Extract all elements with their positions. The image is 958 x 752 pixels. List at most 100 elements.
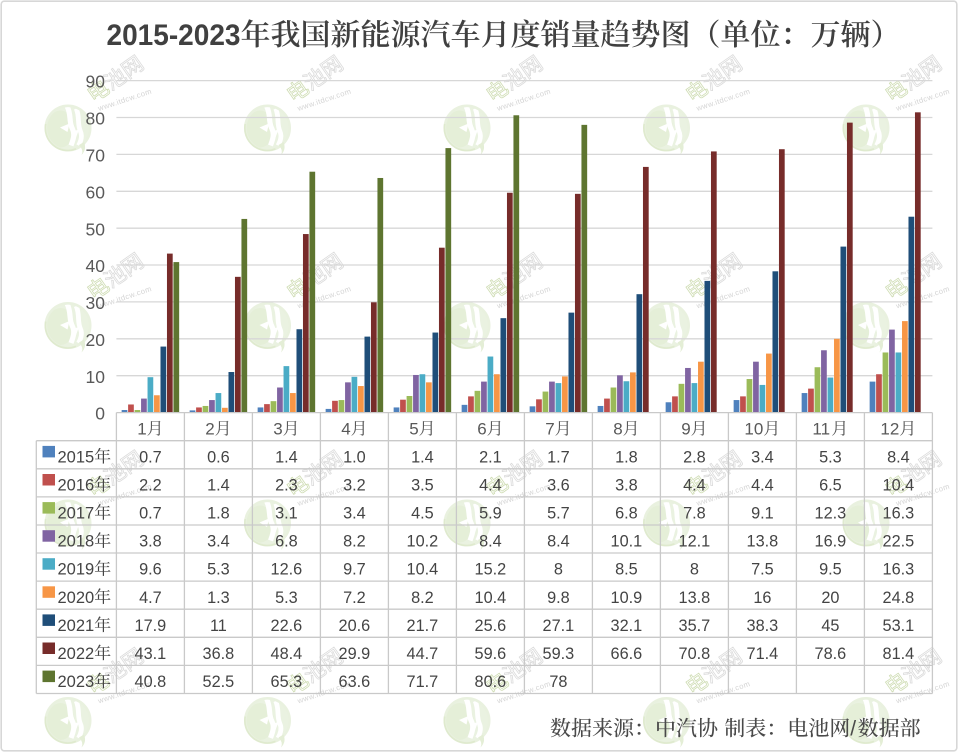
svg-text:50: 50 [86, 219, 106, 239]
svg-text:13.8: 13.8 [747, 533, 779, 551]
svg-text:10: 10 [744, 419, 763, 438]
svg-text:48.4: 48.4 [271, 645, 303, 663]
svg-text:65.3: 65.3 [271, 673, 303, 691]
svg-text:4.4: 4.4 [751, 477, 774, 495]
svg-text:59.6: 59.6 [475, 645, 507, 663]
svg-text:9.7: 9.7 [343, 561, 366, 579]
svg-text:12.3: 12.3 [815, 505, 847, 523]
svg-text:29.9: 29.9 [339, 645, 371, 663]
svg-text:10: 10 [86, 367, 106, 387]
svg-text:1.4: 1.4 [411, 448, 434, 466]
svg-text:40: 40 [86, 256, 106, 276]
svg-text:13.8: 13.8 [679, 589, 711, 607]
svg-text:8: 8 [613, 419, 622, 438]
svg-text:8.4: 8.4 [479, 533, 502, 551]
svg-text:70: 70 [86, 146, 106, 166]
svg-text:2.2: 2.2 [139, 477, 162, 495]
svg-text:36.8: 36.8 [203, 645, 235, 663]
svg-text:63.6: 63.6 [339, 673, 371, 691]
svg-text:20: 20 [86, 330, 106, 350]
svg-text:2017: 2017 [58, 505, 95, 523]
svg-text:3: 3 [273, 419, 282, 438]
svg-text:16.3: 16.3 [883, 505, 915, 523]
svg-text:4.5: 4.5 [411, 505, 434, 523]
svg-text:9.6: 9.6 [139, 561, 162, 579]
svg-text:3.4: 3.4 [207, 533, 230, 551]
svg-text:2016: 2016 [58, 477, 95, 495]
svg-text:2019: 2019 [58, 561, 95, 579]
svg-text:3.6: 3.6 [547, 477, 570, 495]
svg-text:78.6: 78.6 [815, 645, 847, 663]
svg-text:9.1: 9.1 [751, 505, 774, 523]
svg-text:8.2: 8.2 [411, 589, 434, 607]
svg-text:2: 2 [205, 419, 214, 438]
svg-text:40.8: 40.8 [135, 673, 167, 691]
svg-text:1: 1 [137, 419, 146, 438]
svg-text:22.5: 22.5 [883, 533, 915, 551]
svg-text:8.5: 8.5 [615, 561, 638, 579]
svg-text:24.8: 24.8 [883, 589, 915, 607]
svg-text:11: 11 [812, 419, 830, 438]
svg-text:6.8: 6.8 [615, 505, 638, 523]
svg-text:5.3: 5.3 [275, 589, 298, 607]
svg-text:2.1: 2.1 [479, 448, 502, 466]
svg-text:6.5: 6.5 [819, 477, 842, 495]
svg-text:32.1: 32.1 [611, 617, 643, 635]
svg-text:53.1: 53.1 [883, 617, 915, 635]
svg-text:10.4: 10.4 [883, 477, 915, 495]
svg-text:0.7: 0.7 [139, 505, 162, 523]
svg-text:4.7: 4.7 [139, 589, 162, 607]
svg-text:38.3: 38.3 [747, 617, 779, 635]
svg-text:1.0: 1.0 [343, 448, 366, 466]
svg-text:2023: 2023 [58, 673, 95, 691]
svg-text:/: / [850, 718, 856, 741]
svg-text:43.1: 43.1 [135, 645, 167, 663]
svg-text:2018: 2018 [58, 533, 95, 551]
svg-text:1.7: 1.7 [547, 448, 570, 466]
svg-text:3.5: 3.5 [411, 477, 434, 495]
svg-text:5.7: 5.7 [547, 505, 570, 523]
svg-text:80.6: 80.6 [475, 673, 507, 691]
svg-text:8: 8 [554, 561, 563, 579]
svg-text:4.4: 4.4 [479, 477, 502, 495]
svg-text:10.2: 10.2 [407, 533, 439, 551]
svg-text:3.8: 3.8 [139, 533, 162, 551]
svg-text:2020: 2020 [58, 589, 95, 607]
svg-text:45: 45 [821, 617, 839, 635]
svg-text:2015: 2015 [58, 448, 95, 466]
svg-text:20.6: 20.6 [339, 617, 371, 635]
svg-text:35.7: 35.7 [679, 617, 711, 635]
svg-text:16.3: 16.3 [883, 561, 915, 579]
svg-text:9: 9 [681, 419, 690, 438]
svg-text:52.5: 52.5 [203, 673, 235, 691]
svg-text:1.4: 1.4 [275, 448, 298, 466]
svg-text:2.8: 2.8 [683, 448, 706, 466]
svg-text:3.8: 3.8 [615, 477, 638, 495]
svg-text:21.7: 21.7 [407, 617, 439, 635]
svg-text:17.9: 17.9 [135, 617, 167, 635]
svg-text:3.4: 3.4 [751, 448, 774, 466]
svg-text:5.9: 5.9 [479, 505, 502, 523]
svg-text:8.2: 8.2 [343, 533, 366, 551]
svg-text:16: 16 [753, 589, 771, 607]
svg-text:25.6: 25.6 [475, 617, 507, 635]
svg-text:5.3: 5.3 [207, 561, 230, 579]
svg-text:10.9: 10.9 [611, 589, 643, 607]
svg-text:3.2: 3.2 [343, 477, 366, 495]
svg-text:9.8: 9.8 [547, 589, 570, 607]
svg-text:70.8: 70.8 [679, 645, 711, 663]
svg-text:90: 90 [86, 72, 106, 92]
svg-text:7: 7 [545, 419, 554, 438]
svg-text:3.1: 3.1 [275, 505, 298, 523]
svg-text:8.4: 8.4 [887, 448, 910, 466]
svg-text:2015-2023: 2015-2023 [107, 19, 241, 52]
svg-text:9.5: 9.5 [819, 561, 842, 579]
svg-text:12.1: 12.1 [679, 533, 711, 551]
svg-text:4.4: 4.4 [683, 477, 706, 495]
svg-text:7.5: 7.5 [751, 561, 774, 579]
svg-text:0.6: 0.6 [207, 448, 230, 466]
svg-text:22.6: 22.6 [271, 617, 303, 635]
svg-text:1.3: 1.3 [207, 589, 230, 607]
svg-text:10.4: 10.4 [475, 589, 507, 607]
svg-text:3.4: 3.4 [343, 505, 366, 523]
